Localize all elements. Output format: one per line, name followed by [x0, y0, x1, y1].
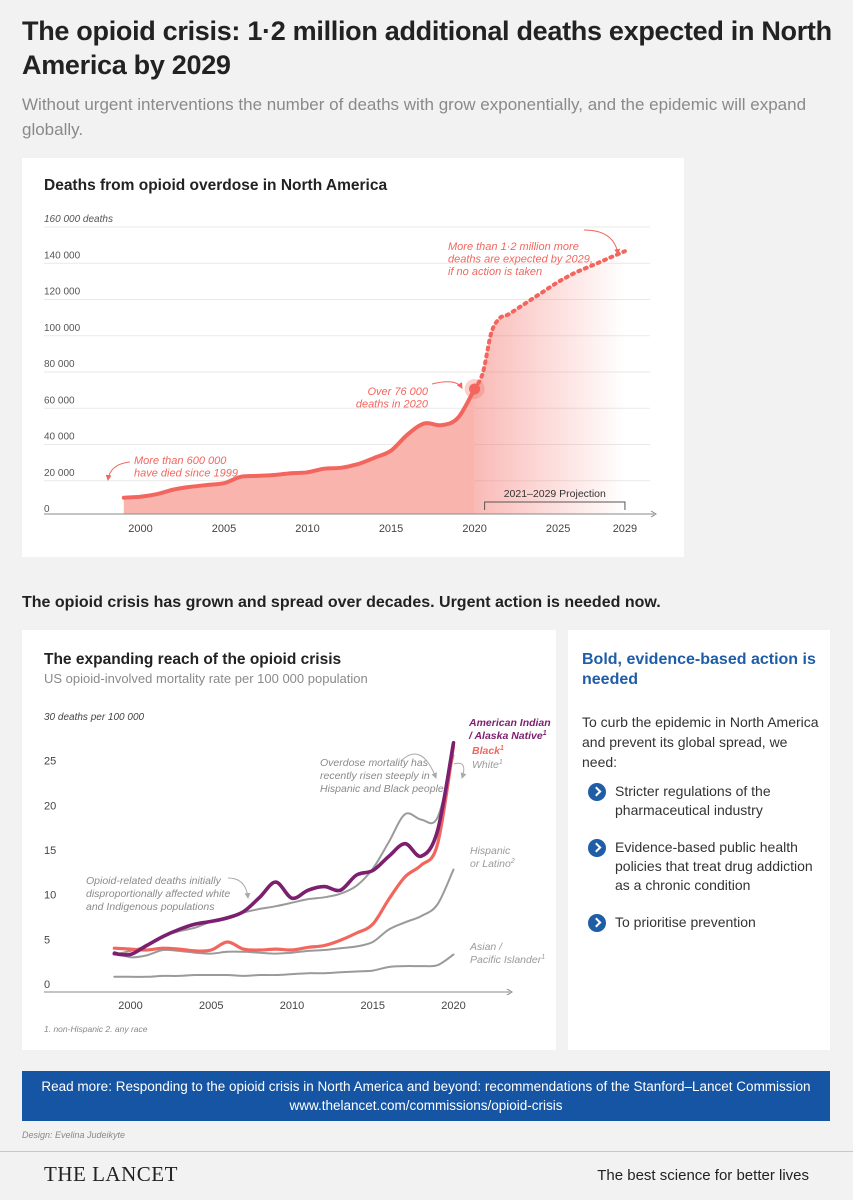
y-tick-label: 15: [44, 845, 56, 857]
x-tick-label: 2000: [128, 523, 152, 535]
deaths-chart-card: Deaths from opioid overdose in North Ame…: [22, 158, 684, 557]
annotation-since-1999: have died since 1999: [134, 468, 238, 480]
x-tick-label: 2025: [546, 523, 570, 535]
y-tick-label: 20: [44, 800, 56, 812]
footer-divider: [0, 1151, 853, 1152]
annotation-arrow: [401, 753, 437, 779]
annotation-recent-rise: Hispanic and Black people: [320, 783, 444, 795]
series-label: Hispanic or Latino2: [470, 845, 515, 870]
observed-line: [121, 386, 477, 500]
projection-label: 2021–2029 Projection: [504, 488, 606, 500]
lancet-logo: THE LANCET: [44, 1162, 178, 1186]
action-item: To prioritise prevention: [588, 913, 818, 932]
x-tick-label: 2015: [379, 523, 403, 535]
tagline: The best science for better lives: [597, 1167, 809, 1184]
action-item-text: To prioritise prevention: [615, 914, 756, 930]
annotation-expected-2029: More than 1·2 million more: [448, 241, 579, 253]
page-title: The opioid crisis: 1·2 million additiona…: [22, 16, 832, 80]
y-tick-label: 60 000: [44, 395, 75, 406]
series-line-asian-pacific-islander: [113, 953, 455, 978]
chevron-right-icon: [588, 914, 606, 932]
x-tick-label: 2010: [295, 523, 319, 535]
series-label: Asian / Pacific Islander1: [469, 941, 545, 966]
annotation-deaths-2020: deaths in 2020: [356, 399, 429, 411]
annotation-recent-rise: Overdose mortality has: [320, 757, 429, 769]
read-more-banner[interactable]: Read more: Responding to the opioid cris…: [22, 1071, 830, 1121]
annotation-recent-rise: recently risen steeply in: [320, 770, 430, 782]
annotation-expected-2029: deaths are expected by 2029,: [448, 254, 593, 266]
chevron-right-icon: [588, 783, 606, 801]
reach-line-chart: The expanding reach of the opioid crisis…: [44, 651, 551, 1034]
y-tick-label: 160 000 deaths: [44, 214, 113, 225]
action-item-text: Stricter regulations of the pharmaceutic…: [615, 783, 771, 818]
y-tick-label: 80 000: [44, 359, 75, 370]
y-tick-label: 140 000: [44, 250, 81, 261]
annotation-initial-deaths: and Indigenous populations: [86, 901, 215, 913]
x-axis-arrow: [506, 988, 513, 996]
banner-link[interactable]: www.thelancet.com/commissions/opioid-cri…: [289, 1098, 563, 1113]
annotation-initial-deaths: disproportionally affected white: [86, 888, 230, 900]
x-tick-label: 2005: [199, 1000, 223, 1012]
chart1-title: Deaths from opioid overdose in North Ame…: [44, 177, 387, 194]
x-tick-label: 2005: [212, 523, 236, 535]
x-tick-label: 2000: [118, 1000, 142, 1012]
x-tick-label: 2010: [280, 1000, 304, 1012]
x-tick-label: 2015: [361, 1000, 385, 1012]
chart2-subtitle: US opioid-involved mortality rate per 10…: [44, 671, 368, 686]
action-heading: Bold, evidence-based action is needed: [582, 651, 816, 688]
annotation-arrow: [583, 229, 621, 255]
series-label: Black1: [472, 745, 504, 757]
chevron-right-icon: [588, 839, 606, 857]
series-line-american-indian-alaska-native: [112, 741, 456, 957]
reach-chart-card: The expanding reach of the opioid crisis…: [22, 630, 556, 1050]
annotation-arrow: [105, 461, 131, 481]
y-tick-label: 0: [44, 504, 50, 515]
annotation-arrow: [453, 762, 467, 779]
series-line-black: [112, 744, 456, 953]
deaths-area-chart: Deaths from opioid overdose in North Ame…: [44, 177, 657, 535]
action-item-text: Evidence-based public health policies th…: [615, 839, 813, 893]
y-tick-label: 40 000: [44, 432, 75, 443]
y-tick-label: 5: [44, 934, 50, 946]
y-tick-label: 30 deaths per 100 000: [44, 712, 145, 723]
y-tick-label: 0: [44, 979, 50, 991]
y-tick-label: 20 000: [44, 468, 75, 479]
x-tick-label: 2020: [441, 1000, 465, 1012]
annotation-initial-deaths: Opioid-related deaths initially: [86, 875, 222, 887]
y-tick-label: 120 000: [44, 287, 81, 298]
chart2-footnote: 1. non-Hispanic 2. any race: [44, 1024, 148, 1034]
projection-bracket: [484, 501, 626, 510]
observed-area: [123, 388, 475, 514]
y-tick-label: 10: [44, 890, 56, 902]
page-subtitle: Without urgent interventions the number …: [22, 95, 807, 139]
action-panel: Bold, evidence-based action is needed To…: [568, 630, 830, 1050]
x-tick-label: 2020: [462, 523, 486, 535]
highlight-point: [469, 383, 481, 395]
x-tick-label: 2029: [613, 523, 637, 535]
chart2-title: The expanding reach of the opioid crisis: [44, 651, 341, 668]
action-intro: To curb the epidemic in North America an…: [582, 714, 819, 770]
series-label: White1: [472, 759, 503, 771]
annotation-arrow: [431, 381, 463, 389]
projection-line: [472, 249, 627, 391]
annotation-arrow: [227, 877, 251, 899]
series-label: American Indian / Alaska Native1: [468, 717, 551, 742]
projection-area: [474, 251, 625, 514]
section-heading: The opioid crisis has grown and spread o…: [22, 594, 661, 611]
annotation-deaths-2020: Over 76 000: [367, 386, 428, 398]
action-item: Stricter regulations of the pharmaceutic…: [588, 782, 818, 820]
y-tick-label: 100 000: [44, 323, 81, 334]
annotation-expected-2029: if no action is taken: [448, 266, 542, 278]
design-credit: Design: Evelina Judeikyte: [22, 1130, 126, 1140]
action-item: Evidence-based public health policies th…: [588, 838, 818, 895]
banner-line1: Read more: Responding to the opioid cris…: [41, 1079, 811, 1094]
y-tick-label: 25: [44, 756, 56, 768]
x-axis-arrow: [650, 510, 657, 518]
annotation-since-1999: More than 600 000: [134, 455, 227, 467]
